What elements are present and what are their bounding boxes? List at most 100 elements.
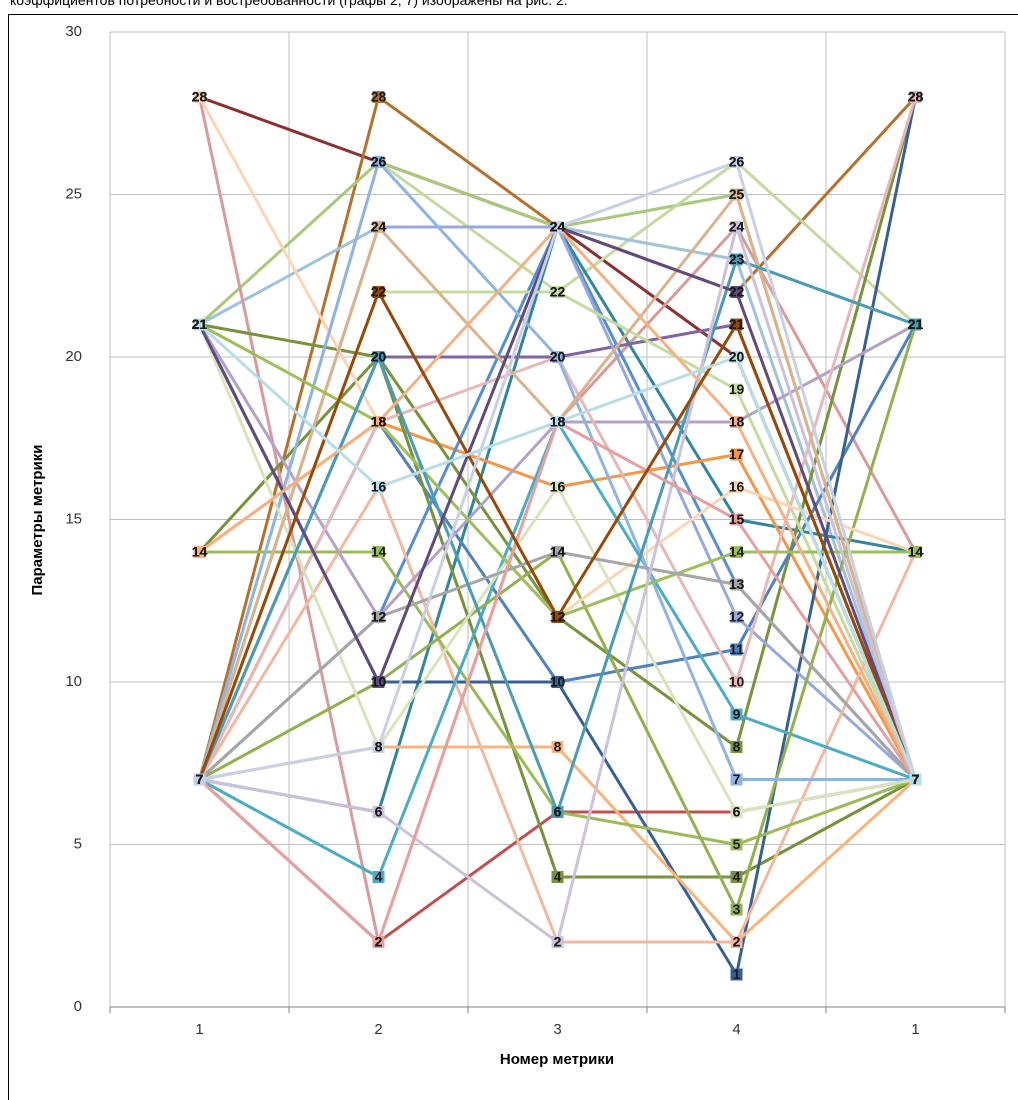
data-label: 16 xyxy=(550,479,566,495)
data-label: 14 xyxy=(192,544,208,560)
data-label: 18 xyxy=(550,414,566,430)
marker xyxy=(730,871,743,883)
data-label: 26 xyxy=(729,154,745,170)
marker xyxy=(551,676,564,688)
marker xyxy=(551,351,564,363)
data-label: 7 xyxy=(196,771,204,787)
y-tick-label: 25 xyxy=(65,185,82,202)
data-label: 14 xyxy=(192,544,208,560)
data-label: 16 xyxy=(371,479,387,495)
data-label: 7 xyxy=(912,771,920,787)
marker xyxy=(193,91,206,103)
data-label: 7 xyxy=(196,771,204,787)
data-label: 2 xyxy=(554,934,562,950)
data-label: 7 xyxy=(196,771,204,787)
marker xyxy=(551,286,564,298)
data-label: 26 xyxy=(371,154,387,170)
marker xyxy=(730,611,743,623)
data-label: 7 xyxy=(912,771,920,787)
marker xyxy=(372,871,385,883)
data-label: 4 xyxy=(375,869,383,885)
data-label: 2 xyxy=(375,934,383,950)
marker xyxy=(372,806,385,818)
data-label: 7 xyxy=(912,771,920,787)
data-label: 26 xyxy=(729,154,745,170)
data-label: 28 xyxy=(908,89,924,105)
data-label: 8 xyxy=(554,739,562,755)
data-label: 13 xyxy=(729,576,745,592)
data-label: 21 xyxy=(192,316,208,332)
marker xyxy=(909,546,922,558)
data-label: 23 xyxy=(729,251,745,267)
data-label: 20 xyxy=(371,349,387,365)
data-label: 20 xyxy=(371,349,387,365)
data-label: 6 xyxy=(375,804,383,820)
data-label: 18 xyxy=(729,414,745,430)
data-label: 24 xyxy=(371,219,387,235)
data-label: 28 xyxy=(908,89,924,105)
data-label: 2 xyxy=(733,934,741,950)
marker xyxy=(551,871,564,883)
marker xyxy=(551,611,564,623)
marker xyxy=(551,416,564,428)
data-label: 18 xyxy=(371,414,387,430)
data-label: 14 xyxy=(908,544,924,560)
marker xyxy=(551,936,564,948)
data-label: 12 xyxy=(550,609,566,625)
marker xyxy=(730,676,743,688)
marker xyxy=(193,546,206,558)
marker xyxy=(730,806,743,818)
y-tick-label: 0 xyxy=(74,998,82,1015)
data-label: 7 xyxy=(196,771,204,787)
data-label: 7 xyxy=(196,771,204,787)
data-label: 4 xyxy=(554,869,562,885)
data-label: 12 xyxy=(371,609,387,625)
data-label: 14 xyxy=(550,544,566,560)
marker xyxy=(372,936,385,948)
data-label: 14 xyxy=(371,544,387,560)
x-tick-label: 1 xyxy=(911,1021,919,1038)
data-label: 8 xyxy=(733,739,741,755)
data-label: 5 xyxy=(733,836,741,852)
marker xyxy=(730,968,743,981)
data-label: 24 xyxy=(371,219,387,235)
data-label: 18 xyxy=(371,414,387,430)
data-label: 26 xyxy=(371,154,387,170)
data-label: 6 xyxy=(375,804,383,820)
data-label: 7 xyxy=(196,771,204,787)
marker xyxy=(551,546,564,558)
data-label: 10 xyxy=(371,674,387,690)
data-label: 21 xyxy=(192,316,208,332)
marker xyxy=(372,91,385,103)
marker xyxy=(730,578,743,591)
y-tick-label: 20 xyxy=(65,348,82,365)
data-label: 22 xyxy=(550,284,566,300)
data-label: 13 xyxy=(729,576,745,592)
data-label: 7 xyxy=(912,771,920,787)
marker xyxy=(730,741,743,753)
x-tick-label: 4 xyxy=(732,1021,740,1038)
data-label: 22 xyxy=(729,284,745,300)
data-label: 7 xyxy=(196,771,204,787)
data-label: 7 xyxy=(196,771,204,787)
data-label: 2 xyxy=(554,934,562,950)
data-label: 12 xyxy=(550,609,566,625)
data-label: 21 xyxy=(908,316,924,332)
marker xyxy=(372,156,385,168)
data-label: 21 xyxy=(192,316,208,332)
data-label: 16 xyxy=(729,479,745,495)
data-label: 18 xyxy=(371,414,387,430)
data-label: 7 xyxy=(912,771,920,787)
data-label: 21 xyxy=(729,316,745,332)
marker xyxy=(730,643,743,656)
data-label: 20 xyxy=(371,349,387,365)
marker xyxy=(730,546,743,558)
data-label: 28 xyxy=(192,89,208,105)
data-label: 24 xyxy=(550,219,566,235)
data-label: 14 xyxy=(729,544,745,560)
marker xyxy=(730,286,743,298)
data-label: 7 xyxy=(196,771,204,787)
data-label: 7 xyxy=(912,771,920,787)
marker xyxy=(730,708,743,721)
